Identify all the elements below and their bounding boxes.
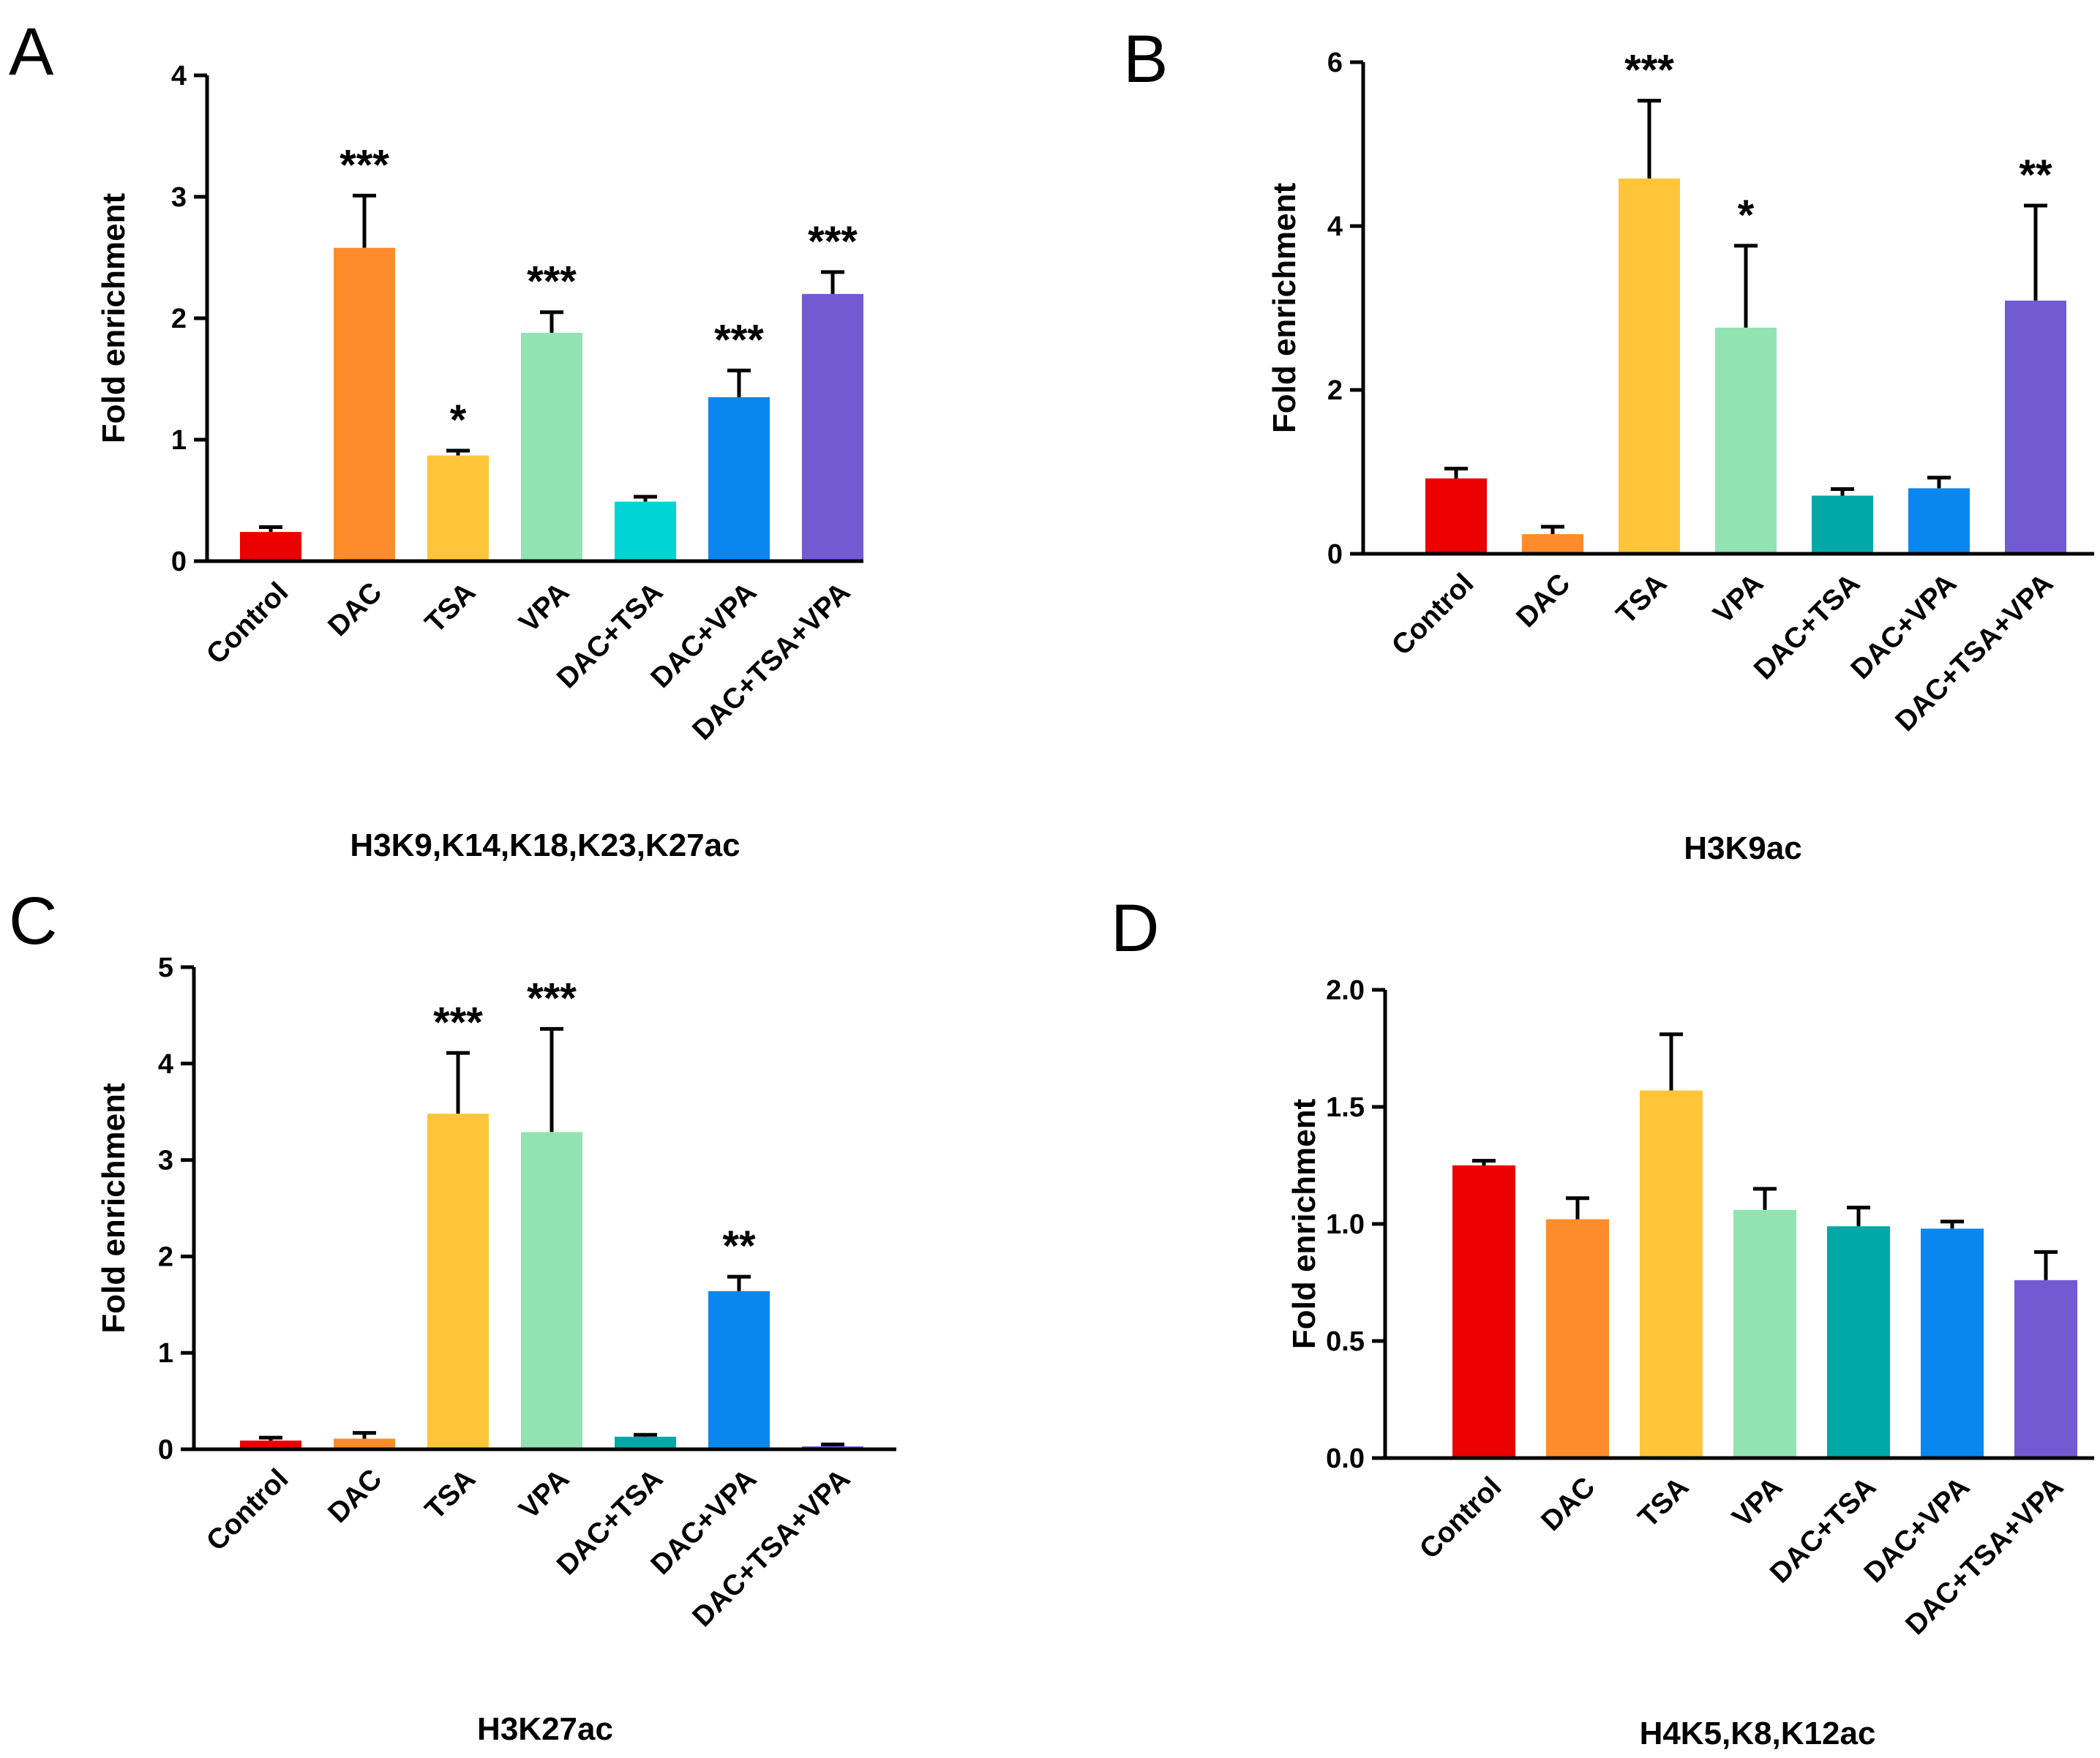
chart-title: H3K9,K14,K18,K23,K27ac	[350, 827, 740, 863]
bar	[1908, 488, 1970, 554]
category-label: DAC	[322, 1463, 388, 1529]
y-axis-label: Fold enrichment	[1286, 1099, 1322, 1350]
significance-marker: ***	[714, 316, 764, 364]
bar	[1640, 1090, 1703, 1458]
significance-marker: **	[2019, 151, 2052, 199]
category-label: VPA	[1726, 1471, 1788, 1533]
bar	[427, 1113, 489, 1449]
bar	[334, 1438, 395, 1449]
significance-marker: ***	[527, 974, 577, 1022]
y-axis-label: Fold enrichment	[1267, 183, 1302, 434]
bar	[708, 397, 770, 561]
y-tick-label: 1.0	[1326, 1209, 1365, 1240]
y-tick-label: 3	[158, 1146, 173, 1176]
y-tick-label: 1	[158, 1338, 173, 1369]
bar	[334, 247, 395, 561]
y-tick-label: 3	[171, 182, 187, 213]
bar	[427, 455, 489, 561]
panel-b: B Control DAC***TSA*VPADAC+TSADAC+VPA**DA…	[1123, 22, 2094, 866]
y-tick-label: 4	[158, 1049, 173, 1080]
category-label: Control	[1414, 1471, 1507, 1565]
significance-marker: ***	[808, 218, 858, 266]
significance-marker: ***	[340, 141, 389, 189]
panel-letter-b: B	[1123, 22, 1168, 97]
bar	[1715, 327, 1777, 554]
y-tick-label: 1	[171, 425, 187, 456]
panel-letter-a: A	[9, 15, 54, 89]
chart-title: H3K27ac	[477, 1711, 613, 1747]
y-tick-label: 0.5	[1326, 1326, 1365, 1357]
bar	[802, 293, 863, 561]
category-label: Control	[200, 1463, 294, 1557]
significance-marker: ***	[433, 999, 483, 1046]
bar	[521, 1132, 582, 1449]
bar	[1619, 179, 1680, 555]
y-axis-label: Fold enrichment	[96, 193, 132, 444]
y-tick-label: 2	[1327, 375, 1343, 406]
y-tick-label: 0	[158, 1435, 173, 1465]
y-axis-label: Fold enrichment	[96, 1083, 132, 1334]
category-label: VPA	[1707, 568, 1769, 630]
y-tick-label: 2	[158, 1242, 173, 1272]
significance-marker: *	[1738, 192, 1755, 239]
category-label: DAC+TSA+VPA	[686, 1463, 856, 1633]
category-label: DAC+TSA	[1748, 568, 1866, 685]
chart-title: H3K9ac	[1684, 830, 1801, 866]
bar	[521, 332, 582, 561]
category-label: VPA	[513, 576, 575, 639]
category-label: DAC	[1510, 568, 1576, 634]
panel-d: D Control DAC TSA VPADAC+TSADAC+VPADAC+TSA+…	[1111, 891, 2094, 1751]
category-label: VPA	[513, 1463, 575, 1525]
y-tick-label: 0	[1327, 539, 1343, 570]
panel-letter-d: D	[1111, 891, 1159, 966]
significance-marker: ***	[527, 258, 577, 306]
chart-title: H4K5,K8,K12ac	[1640, 1716, 1876, 1751]
bar	[1452, 1165, 1515, 1458]
bar	[1546, 1219, 1609, 1458]
significance-marker: *	[450, 397, 467, 444]
bar	[708, 1291, 770, 1449]
y-tick-label: 0.0	[1326, 1443, 1365, 1474]
category-label: DAC	[1535, 1471, 1601, 1537]
y-tick-label: 0	[171, 546, 187, 577]
y-tick-label: 2.0	[1326, 975, 1365, 1006]
bar	[2014, 1280, 2077, 1458]
category-label: Control	[200, 576, 294, 670]
category-label: Control	[1386, 568, 1480, 661]
bar	[2005, 300, 2066, 554]
panel-letter-c: C	[9, 884, 57, 958]
y-tick-label: 4	[1327, 211, 1343, 242]
y-tick-label: 2	[171, 304, 187, 334]
significance-marker: **	[722, 1222, 756, 1270]
panel-c: C Control DAC***TSA***VPADAC+TSA**DAC+VPA…	[9, 884, 896, 1747]
category-label: DAC	[322, 576, 388, 642]
bar	[1921, 1228, 1984, 1458]
y-tick-label: 4	[171, 61, 187, 91]
category-label: TSA	[1610, 568, 1673, 631]
bar	[615, 1436, 676, 1449]
bar	[240, 532, 301, 561]
bar	[615, 501, 676, 561]
y-tick-label: 5	[158, 953, 173, 983]
category-label: TSA	[419, 576, 482, 639]
panel-a: A Control***DAC*TSA***VPADAC+TSA***DAC+V…	[9, 15, 863, 863]
bar	[1733, 1209, 1796, 1458]
bar	[1522, 534, 1583, 554]
y-tick-label: 1.5	[1326, 1092, 1365, 1123]
category-label: DAC+TSA+VPA	[686, 576, 856, 746]
category-label: TSA	[1632, 1471, 1695, 1534]
category-label: DAC+TSA+VPA	[1900, 1471, 2069, 1641]
bar	[1812, 495, 1873, 554]
bar	[240, 1440, 301, 1449]
significance-marker: ***	[1624, 47, 1674, 94]
bar	[1425, 478, 1487, 554]
bar	[1827, 1226, 1890, 1458]
y-tick-label: 6	[1327, 48, 1343, 78]
category-label: TSA	[419, 1463, 482, 1526]
